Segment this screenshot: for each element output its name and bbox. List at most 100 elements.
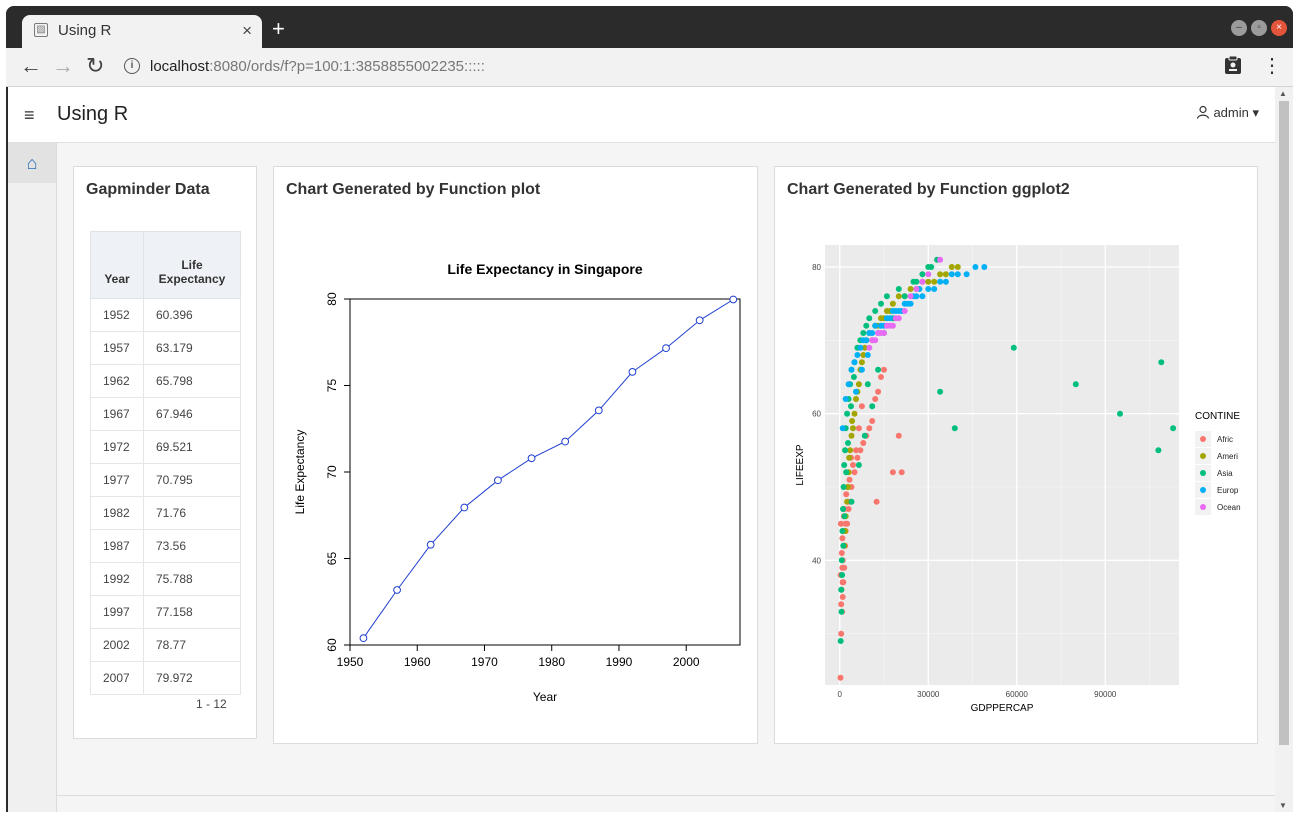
scatter-point-asia bbox=[860, 330, 867, 336]
browser-window: ▨ Using R × + – ▫ × ← → ↻ i localhost:80… bbox=[6, 6, 1293, 812]
table-row: 2007 79.972 bbox=[90, 661, 241, 695]
table-row: 1957 63.179 bbox=[90, 331, 241, 365]
life-expectancy-cell: 60.396 bbox=[143, 298, 241, 332]
year-cell: 2002 bbox=[90, 628, 144, 662]
scatter-point-asia bbox=[838, 586, 845, 593]
scatter-point-asia bbox=[863, 322, 870, 329]
scatter-point-africa bbox=[860, 440, 867, 446]
scrollbar-thumb[interactable] bbox=[1279, 101, 1289, 745]
life-expectancy-cell: 77.158 bbox=[143, 595, 241, 629]
year-cell: 1987 bbox=[90, 529, 144, 563]
browser-menu-icon[interactable]: ⋮ bbox=[1262, 55, 1282, 77]
scatter-point-africa bbox=[872, 396, 879, 402]
scatter-point-americas bbox=[850, 425, 856, 432]
legend-label: Europ bbox=[1217, 486, 1239, 495]
scatter-point-africa bbox=[866, 425, 873, 432]
minimize-icon[interactable]: – bbox=[1231, 20, 1247, 36]
year-cell: 1972 bbox=[90, 430, 144, 464]
pagination-label: 1 - 12 bbox=[196, 697, 227, 711]
scroll-up-icon[interactable]: ▲ bbox=[1279, 89, 1287, 98]
reload-button[interactable]: ↻ bbox=[86, 53, 105, 78]
site-info-icon[interactable]: i bbox=[124, 58, 140, 74]
scatter-point-asia bbox=[845, 440, 851, 446]
user-menu[interactable]: admin ▾ bbox=[1196, 105, 1259, 121]
scroll-down-icon[interactable]: ▼ bbox=[1279, 801, 1287, 810]
scatter-point-africa bbox=[845, 506, 852, 512]
scatter-point-asia bbox=[928, 264, 935, 270]
year-cell: 1957 bbox=[90, 331, 144, 365]
life-expectancy-cell: 78.77 bbox=[143, 628, 241, 662]
life-expectancy-cell: 75.788 bbox=[143, 562, 241, 596]
app-title[interactable]: Using R bbox=[57, 103, 129, 125]
table-row: 1982 71.76 bbox=[90, 496, 241, 530]
scatter-point-europe bbox=[963, 271, 970, 278]
page-scrollbar[interactable]: ▲ ▼ bbox=[1275, 87, 1293, 812]
scatter-point-europe bbox=[842, 396, 849, 402]
legend-label: Asia bbox=[1217, 469, 1233, 478]
table-row: 1997 77.158 bbox=[90, 595, 241, 629]
scatter-point-americas bbox=[844, 498, 851, 505]
legend-key-europe bbox=[1200, 487, 1206, 493]
scatter-point-asia bbox=[895, 286, 902, 292]
x-tick-label: 60000 bbox=[1006, 690, 1029, 699]
y-tick-label: 70 bbox=[325, 465, 339, 479]
back-button[interactable]: ← bbox=[20, 53, 42, 78]
year-cell: 1967 bbox=[90, 397, 144, 431]
life-expectancy-cell: 70.795 bbox=[143, 463, 241, 497]
url-text[interactable]: localhost:8080/ords/f?p=100:1:3858855002… bbox=[150, 58, 485, 75]
scatter-point-americas bbox=[847, 447, 854, 454]
data-point bbox=[662, 344, 670, 353]
scatter-point-africa bbox=[838, 550, 845, 556]
scatter-point-africa bbox=[875, 388, 882, 395]
scatter-point-americas bbox=[931, 278, 938, 285]
scatter-point-asia bbox=[848, 498, 855, 505]
scatter-point-asia bbox=[875, 366, 882, 373]
scatter-point-americas bbox=[937, 271, 944, 278]
scatter-point-oceania bbox=[913, 286, 920, 292]
column-header-life-expectancy[interactable]: Life Expectancy bbox=[143, 231, 241, 299]
scatter-point-asia bbox=[869, 403, 876, 410]
y-axis-label: LIFEEXP bbox=[795, 444, 806, 485]
y-tick-label: 60 bbox=[812, 410, 821, 419]
scatter-point-africa bbox=[850, 462, 856, 468]
tab-close-icon[interactable]: × bbox=[242, 21, 252, 40]
user-icon bbox=[1196, 105, 1209, 119]
series-line bbox=[362, 299, 734, 639]
page-favicon-icon: ▨ bbox=[34, 23, 48, 37]
browser-tab[interactable]: ▨ Using R × bbox=[22, 15, 262, 48]
scatter-point-asia bbox=[866, 315, 873, 322]
scatter-point-africa bbox=[839, 594, 846, 600]
scatter-point-europe bbox=[872, 322, 879, 329]
plot-chart-card: Chart Generated by Function plot Life Ex… bbox=[273, 166, 758, 744]
scatter-point-africa bbox=[898, 469, 905, 476]
maximize-icon[interactable]: ▫ bbox=[1251, 20, 1267, 36]
close-window-icon[interactable]: × bbox=[1271, 20, 1287, 36]
scatter-point-asia bbox=[840, 484, 847, 490]
data-point bbox=[494, 476, 502, 485]
x-axis-label: GDPPERCAP bbox=[971, 703, 1034, 714]
scatter-point-asia bbox=[1155, 447, 1162, 454]
page-viewport: ≡ Using R admin ▾ ⌂ Gapminder Data Year … bbox=[8, 87, 1293, 812]
scatter-point-oceania bbox=[866, 344, 873, 351]
scatter-point-africa bbox=[854, 454, 861, 461]
user-name: admin ▾ bbox=[1213, 105, 1259, 120]
forward-button[interactable]: → bbox=[52, 53, 74, 78]
hamburger-menu-icon[interactable]: ≡ bbox=[24, 105, 35, 125]
y-tick-label: 65 bbox=[325, 552, 339, 566]
address-bar[interactable]: i localhost:8080/ords/f?p=100:1:38588550… bbox=[116, 52, 1216, 82]
legend-key-americas bbox=[1200, 453, 1206, 459]
data-point bbox=[628, 367, 637, 376]
scatter-point-asia bbox=[839, 572, 846, 578]
column-header-year[interactable]: Year bbox=[90, 231, 144, 299]
new-tab-button[interactable]: + bbox=[272, 16, 285, 41]
ggplot-chart-card: Chart Generated by Function ggplot2 0 300… bbox=[774, 166, 1258, 744]
year-cell: 1997 bbox=[90, 595, 144, 629]
home-icon[interactable]: ⌂ bbox=[8, 143, 56, 183]
chart-title: Life Expectancy in Singapore bbox=[447, 261, 642, 277]
scatter-point-africa bbox=[869, 418, 876, 424]
clipboard-icon[interactable] bbox=[1224, 55, 1242, 80]
plot-box bbox=[349, 298, 741, 646]
scatter-point-oceania bbox=[919, 278, 926, 285]
scatter-point-europe bbox=[869, 330, 876, 336]
scatter-point-europe bbox=[919, 293, 926, 300]
